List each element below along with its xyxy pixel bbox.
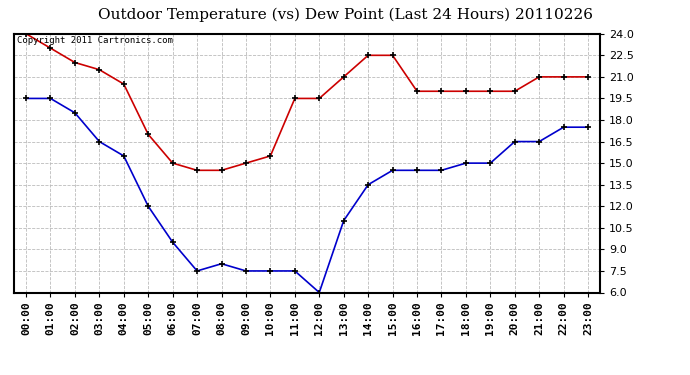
Text: Outdoor Temperature (vs) Dew Point (Last 24 Hours) 20110226: Outdoor Temperature (vs) Dew Point (Last… — [97, 8, 593, 22]
Text: Copyright 2011 Cartronics.com: Copyright 2011 Cartronics.com — [17, 36, 172, 45]
